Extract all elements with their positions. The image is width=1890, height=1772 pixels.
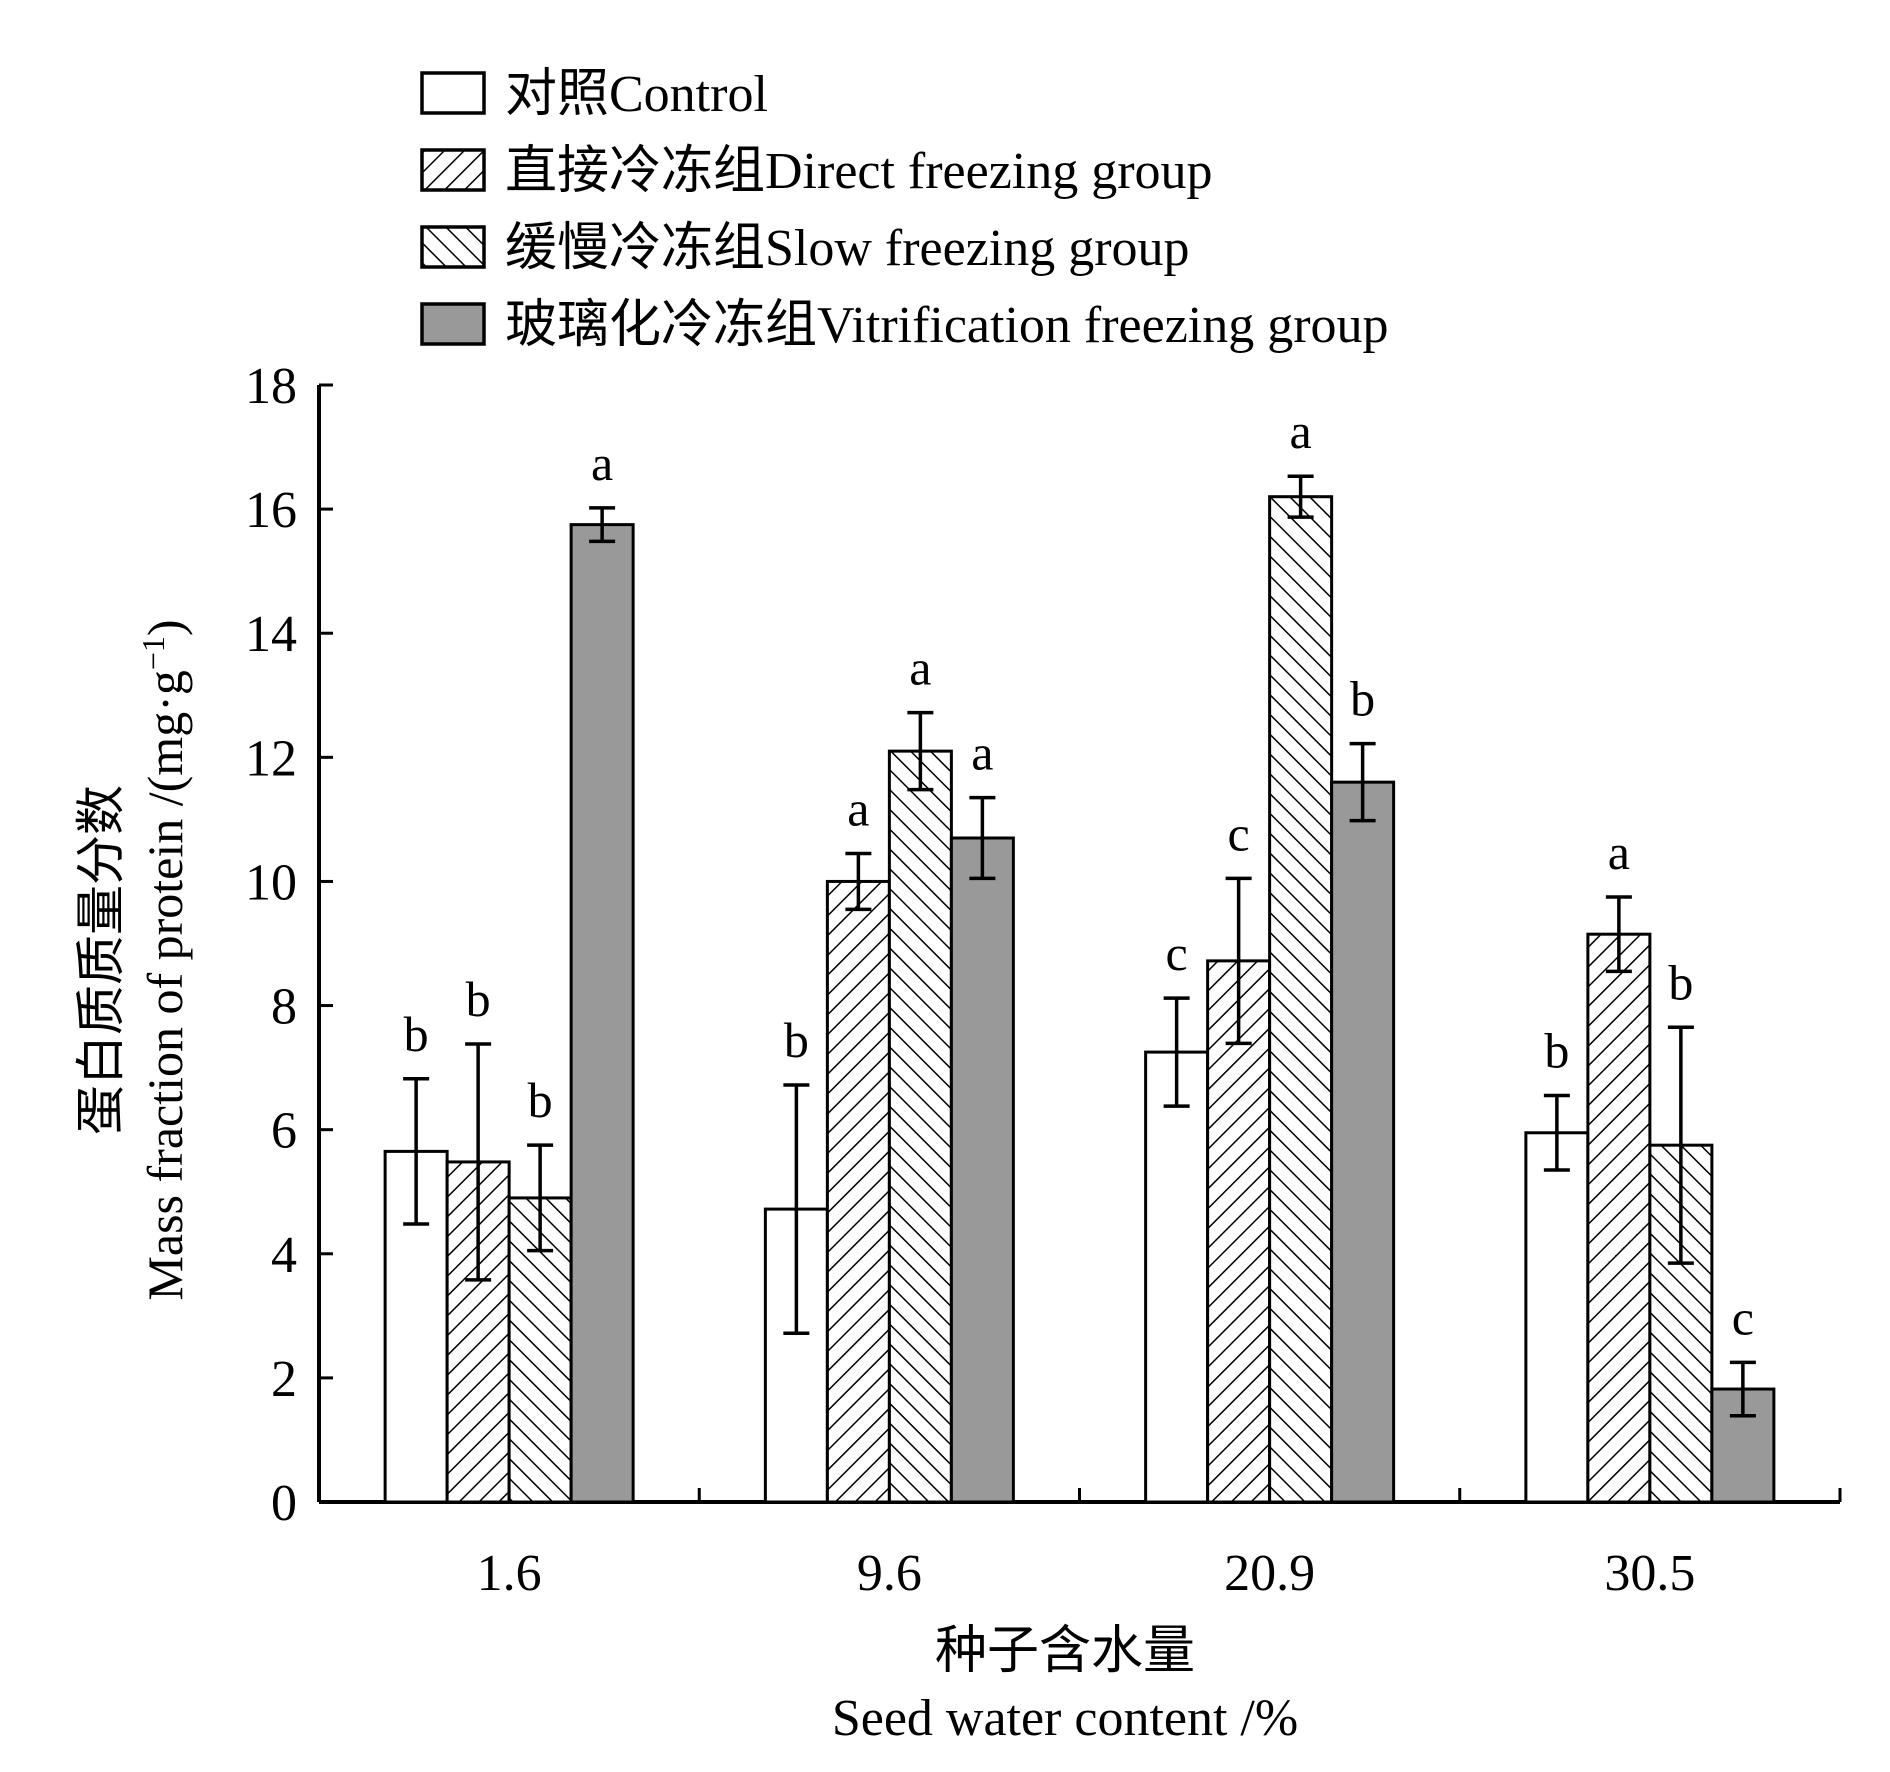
significance-letter: a xyxy=(1290,403,1312,459)
y-tick-label: 18 xyxy=(245,358,297,415)
y-axis-title: 蛋白质质量分数 Mass fraction of protein /(mg·g−… xyxy=(73,619,193,1300)
legend-label: 缓慢冷冻组Slow freezing group xyxy=(505,220,1190,277)
axes: 0 2 4 6 8 10 12 14 16 18 1.6 9.6 20.9 30.5 xyxy=(245,358,1842,1602)
significance-letter: a xyxy=(1608,824,1630,880)
significance-letter: b xyxy=(1544,1023,1569,1079)
x-tick-label: 9.6 xyxy=(857,1545,922,1602)
y-tick-label: 4 xyxy=(271,1227,297,1284)
bar xyxy=(1330,780,1396,1504)
bar xyxy=(1524,1131,1590,1504)
bar xyxy=(1206,959,1272,1504)
significance-letter: c xyxy=(1166,925,1188,981)
significance-letter: a xyxy=(847,781,869,837)
bar xyxy=(569,523,635,1504)
legend-swatch xyxy=(420,71,486,115)
significance-letter: a xyxy=(591,435,613,491)
y-tick-label: 14 xyxy=(245,606,297,663)
bar xyxy=(1144,1050,1210,1504)
bar xyxy=(887,749,953,1504)
significance-letter: c xyxy=(1732,1289,1754,1345)
y-tick-label: 2 xyxy=(271,1351,297,1408)
bar xyxy=(825,879,891,1504)
y-axis-title-en-close: ) xyxy=(137,619,193,636)
significance-letter: a xyxy=(971,725,993,781)
y-axis-title-cn: 蛋白质质量分数 xyxy=(73,785,129,1135)
y-tick-label: 10 xyxy=(245,854,297,911)
x-tick-label: 20.9 xyxy=(1224,1545,1315,1602)
x-axis-title-en: Seed water content /% xyxy=(832,1690,1298,1747)
significance-letter: b xyxy=(404,1006,429,1062)
y-tick-label: 12 xyxy=(245,730,297,787)
significance-letter: b xyxy=(1668,954,1693,1010)
x-axis-title-cn: 种子含水量 xyxy=(935,1623,1195,1680)
legend-swatch xyxy=(420,225,486,269)
y-tick-label: 6 xyxy=(271,1103,297,1160)
legend-label: 对照Control xyxy=(505,66,768,123)
legend: 对照Control 直接冷冻组Direct freezing group 缓慢冷冻组… xyxy=(420,66,1389,354)
significance-letter: b xyxy=(528,1072,553,1128)
y-tick-label: 8 xyxy=(271,979,297,1036)
x-tick-label: 30.5 xyxy=(1604,1545,1695,1602)
significance-letter: a xyxy=(909,640,931,696)
significance-letter: b xyxy=(466,971,491,1027)
legend-swatch xyxy=(420,302,486,346)
significance-letter: b xyxy=(1350,671,1375,727)
legend-label: 玻璃化冷冻组Vitrification freezing group xyxy=(505,297,1389,354)
x-tick-label: 1.6 xyxy=(477,1545,542,1602)
y-axis-title-en-sup: −1 xyxy=(135,636,171,670)
significance-letter: b xyxy=(784,1012,809,1068)
y-tick-label: 0 xyxy=(271,1475,297,1532)
y-axis-title-en: Mass fraction of protein /(mg·g−1) xyxy=(135,619,193,1300)
y-axis-title-en-main: Mass fraction of protein /(mg·g xyxy=(137,670,193,1300)
y-tick-label: 16 xyxy=(245,482,297,539)
bar xyxy=(1586,932,1652,1504)
legend-label: 直接冷冻组Direct freezing group xyxy=(505,143,1213,200)
legend-swatch xyxy=(420,148,486,192)
bar xyxy=(1268,495,1334,1504)
significance-letter: c xyxy=(1228,805,1250,861)
bar xyxy=(949,836,1015,1504)
